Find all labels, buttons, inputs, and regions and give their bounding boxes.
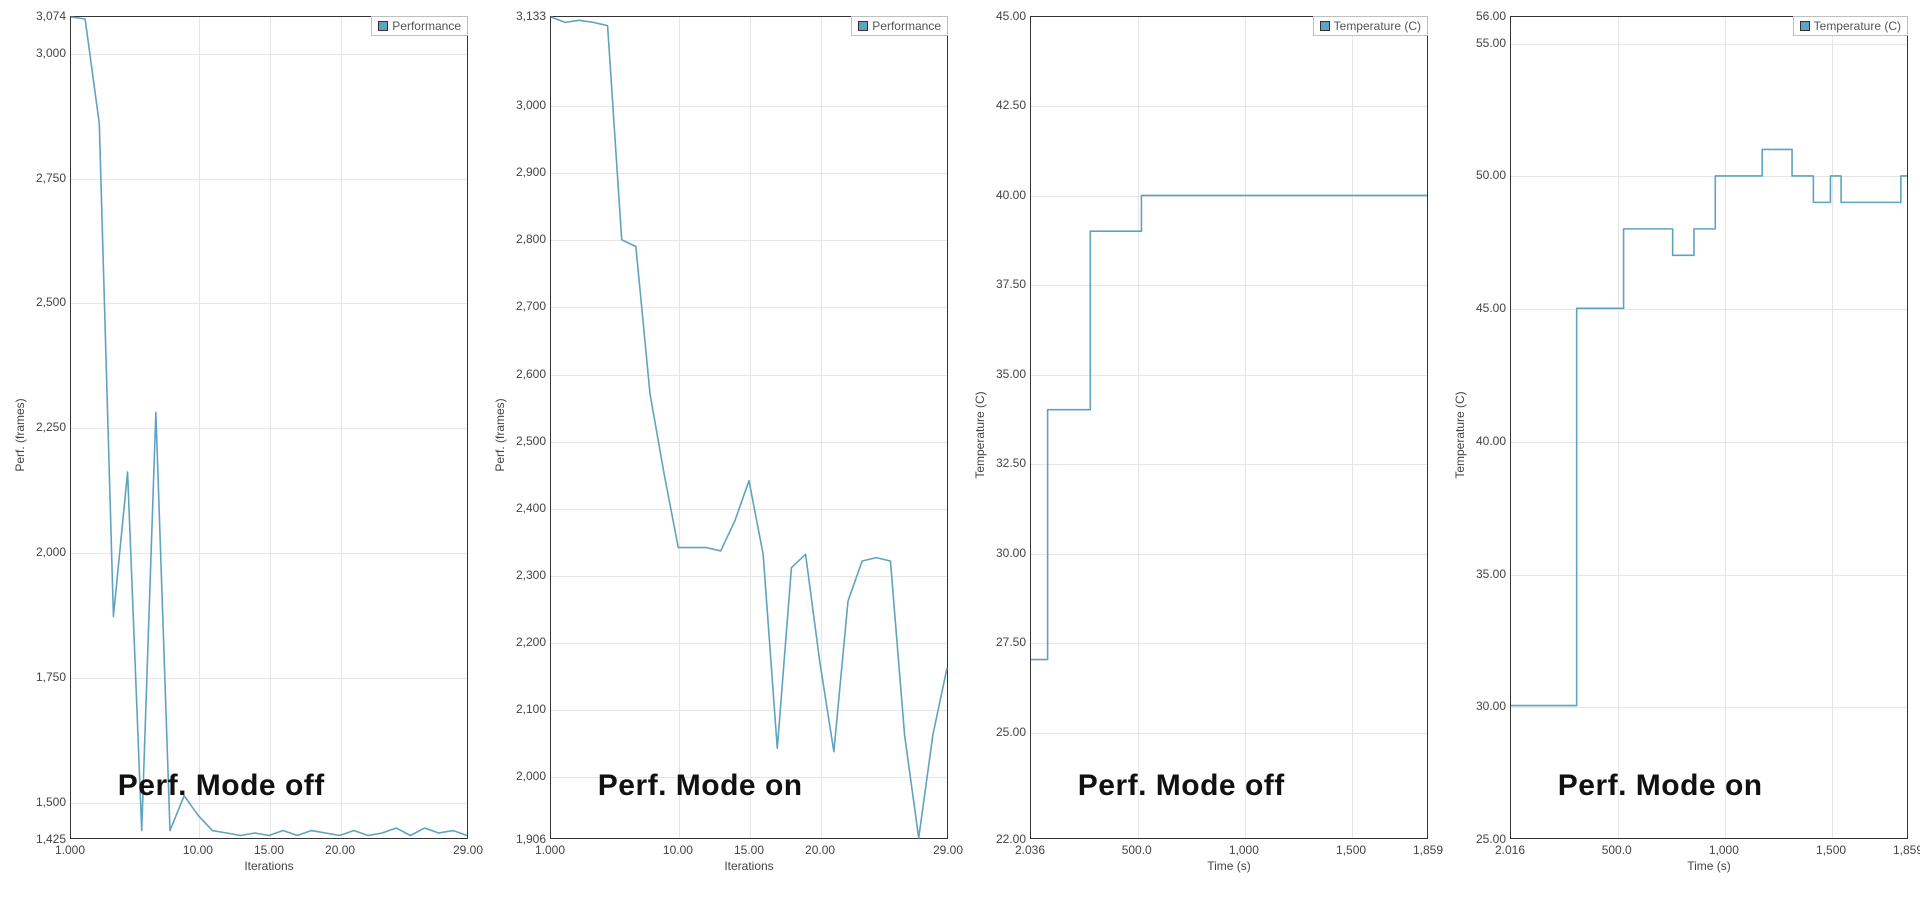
- y-tick-label: 1,425: [36, 832, 66, 846]
- overlay-caption: Perf. Mode off: [118, 769, 325, 803]
- legend-swatch: [1320, 21, 1330, 31]
- y-tick-label: 55.00: [1476, 36, 1506, 50]
- y-tick-label: 27.50: [996, 635, 1026, 649]
- y-tick-label: 2,900: [516, 165, 546, 179]
- y-tick-label: 3,133: [516, 9, 546, 23]
- x-tick-label: 1,000: [1709, 843, 1739, 857]
- x-tick-label: 1,859: [1893, 843, 1920, 857]
- x-axis-label: Iterations: [724, 859, 773, 873]
- y-tick-label: 2,500: [36, 295, 66, 309]
- plot-area: [1030, 16, 1428, 839]
- legend-swatch: [378, 21, 388, 31]
- y-tick-label: 40.00: [1476, 434, 1506, 448]
- plot-area: [70, 16, 468, 839]
- y-tick-label: 2,500: [516, 434, 546, 448]
- y-axis-label: Temperature (C): [973, 391, 987, 478]
- y-tick-label: 3,074: [36, 9, 66, 23]
- legend-label: Temperature (C): [1814, 19, 1901, 33]
- y-tick-label: 2,400: [516, 501, 546, 515]
- y-tick-label: 50.00: [1476, 168, 1506, 182]
- x-tick-label: 1,500: [1816, 843, 1846, 857]
- legend-label: Performance: [872, 19, 941, 33]
- y-tick-label: 1,500: [36, 795, 66, 809]
- x-tick-label: 1,500: [1336, 843, 1366, 857]
- plot-area: [1510, 16, 1908, 839]
- chart-panel-temp-on: Temperature (C)2.016500.01,0001,5001,859…: [1446, 10, 1914, 889]
- x-tick-label: 15.00: [254, 843, 284, 857]
- y-tick-label: 1,750: [36, 670, 66, 684]
- legend: Temperature (C): [1793, 16, 1908, 36]
- y-tick-label: 35.00: [996, 367, 1026, 381]
- y-tick-label: 3,000: [36, 46, 66, 60]
- x-axis-label: Time (s): [1207, 859, 1251, 873]
- x-tick-label: 20.00: [325, 843, 355, 857]
- y-tick-label: 2,000: [516, 769, 546, 783]
- y-tick-label: 30.00: [996, 546, 1026, 560]
- x-tick-label: 10.00: [183, 843, 213, 857]
- y-tick-label: 2,700: [516, 299, 546, 313]
- legend-label: Performance: [392, 19, 461, 33]
- y-tick-label: 35.00: [1476, 567, 1506, 581]
- y-axis-label: Temperature (C): [1453, 391, 1467, 478]
- overlay-caption: Perf. Mode off: [1078, 769, 1285, 803]
- y-tick-label: 2,800: [516, 232, 546, 246]
- y-tick-label: 37.50: [996, 277, 1026, 291]
- legend-swatch: [1800, 21, 1810, 31]
- y-tick-label: 2,200: [516, 635, 546, 649]
- overlay-caption: Perf. Mode on: [1558, 769, 1763, 803]
- y-tick-label: 42.50: [996, 98, 1026, 112]
- y-axis-label: Perf. (frames): [493, 398, 507, 471]
- y-tick-label: 32.50: [996, 456, 1026, 470]
- y-tick-label: 45.00: [1476, 301, 1506, 315]
- y-tick-label: 30.00: [1476, 699, 1506, 713]
- y-tick-label: 2,750: [36, 171, 66, 185]
- y-tick-label: 40.00: [996, 188, 1026, 202]
- data-line: [1511, 17, 1907, 838]
- data-line: [1031, 17, 1427, 838]
- x-tick-label: 10.00: [663, 843, 693, 857]
- data-line: [551, 17, 947, 838]
- x-tick-label: 1,000: [1229, 843, 1259, 857]
- y-tick-label: 2,600: [516, 367, 546, 381]
- y-tick-label: 1,906: [516, 832, 546, 846]
- x-axis-label: Time (s): [1687, 859, 1731, 873]
- x-tick-label: 29.00: [453, 843, 483, 857]
- legend-label: Temperature (C): [1334, 19, 1421, 33]
- chart-panel-perf-on: Performance1.00010.0015.0020.0029.001,90…: [486, 10, 954, 889]
- legend: Performance: [371, 16, 468, 36]
- legend: Performance: [851, 16, 948, 36]
- x-tick-label: 29.00: [933, 843, 963, 857]
- overlay-caption: Perf. Mode on: [598, 769, 803, 803]
- chart-grid: Performance1.00010.0015.0020.0029.001,42…: [0, 0, 1920, 899]
- legend-swatch: [858, 21, 868, 31]
- x-tick-label: 15.00: [734, 843, 764, 857]
- x-tick-label: 20.00: [805, 843, 835, 857]
- y-tick-label: 2,250: [36, 420, 66, 434]
- chart-panel-perf-off: Performance1.00010.0015.0020.0029.001,42…: [6, 10, 474, 889]
- x-tick-label: 500.0: [1602, 843, 1632, 857]
- data-line: [71, 17, 467, 838]
- x-axis-label: Iterations: [244, 859, 293, 873]
- legend: Temperature (C): [1313, 16, 1428, 36]
- y-tick-label: 2,100: [516, 702, 546, 716]
- x-tick-label: 1,859: [1413, 843, 1443, 857]
- y-tick-label: 2,300: [516, 568, 546, 582]
- y-tick-label: 56.00: [1476, 9, 1506, 23]
- y-tick-label: 2,000: [36, 545, 66, 559]
- y-tick-label: 25.00: [996, 725, 1026, 739]
- y-tick-label: 45.00: [996, 9, 1026, 23]
- y-tick-label: 25.00: [1476, 832, 1506, 846]
- y-tick-label: 3,000: [516, 98, 546, 112]
- chart-panel-temp-off: Temperature (C)2.036500.01,0001,5001,859…: [966, 10, 1434, 889]
- y-tick-label: 22.00: [996, 832, 1026, 846]
- y-axis-label: Perf. (frames): [13, 398, 27, 471]
- plot-area: [550, 16, 948, 839]
- x-tick-label: 500.0: [1122, 843, 1152, 857]
